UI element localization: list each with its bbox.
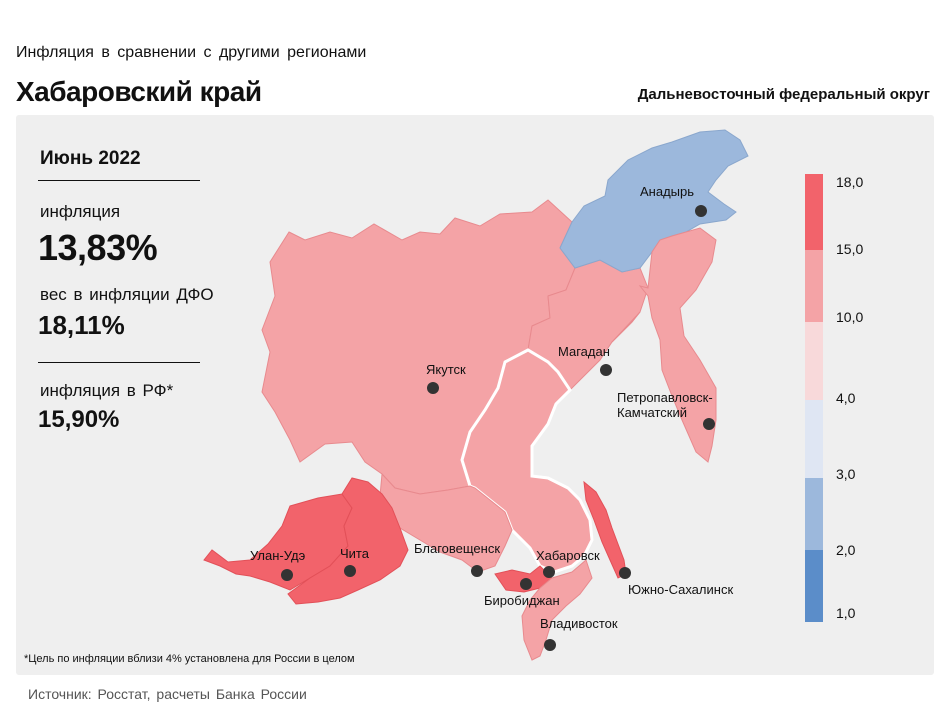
city-blagoveshchensk: Благовещенск: [414, 541, 500, 577]
city-label: Южно-Сахалинск: [628, 582, 733, 597]
period-label: Июнь 2022: [40, 148, 141, 169]
divider-top: [38, 180, 200, 181]
city-yakutsk: Якутск: [426, 362, 466, 394]
region-khabarovsk[interactable]: [460, 348, 594, 574]
divider-bottom: [38, 362, 200, 363]
legend-segment-4-10: [805, 322, 823, 400]
chart-subtitle: Инфляция в сравнении с другими регионами: [16, 44, 367, 61]
rf-inflation-label: инфляция в РФ*: [40, 381, 174, 400]
legend-segment-2-3: [805, 478, 823, 550]
source-note: Источник: Росстат, расчеты Банка России: [28, 686, 307, 702]
weight-label: вес в инфляции ДФО: [40, 285, 214, 304]
rf-inflation-value: 15,90%: [38, 406, 120, 433]
region-chukotka[interactable]: [559, 129, 749, 273]
city-label: Камчатский: [617, 405, 687, 420]
region-kamchatka[interactable]: [611, 227, 717, 463]
city-label: Петропавловск-: [617, 390, 713, 405]
city-label: Владивосток: [540, 616, 618, 631]
legend-segment-1-2: [805, 550, 823, 622]
city-label: Хабаровск: [536, 548, 600, 563]
city-ulan-ude: Улан-Удэ: [250, 548, 306, 581]
city-petropavlovsk: Петропавловск- Камчатский: [617, 390, 715, 430]
city-label: Чита: [340, 546, 370, 561]
legend-tick-3: 3,0: [836, 466, 856, 482]
footnote: *Цель по инфляции вблизи 4% установлена …: [24, 653, 355, 665]
legend-tick-15: 15,0: [836, 241, 864, 257]
city-label: Благовещенск: [414, 541, 500, 556]
city-anadyr: Анадырь: [640, 184, 707, 217]
city-yuzhno-sakhalinsk: Южно-Сахалинск: [619, 567, 733, 597]
inflation-label: инфляция: [40, 202, 121, 221]
legend-bar: [805, 174, 823, 622]
city-label: Улан-Удэ: [250, 548, 306, 563]
city-birobidzhan: Биробиджан: [484, 578, 560, 608]
city-label: Магадан: [558, 344, 610, 359]
legend-tick-18: 18,0: [836, 174, 864, 190]
page-title: Хабаровский край: [16, 76, 262, 107]
legend-tick-10: 10,0: [836, 309, 864, 325]
legend-tick-1: 1,0: [836, 605, 856, 621]
city-vladivostok: Владивосток: [540, 616, 618, 651]
region-zabaikalye[interactable]: [287, 477, 409, 605]
legend-tick-2: 2,0: [836, 542, 856, 558]
legend-segment-15-18: [805, 174, 823, 250]
legend-segment-3-4: [805, 400, 823, 478]
city-magadan: Магадан: [558, 344, 612, 376]
legend-segment-10-15: [805, 250, 823, 322]
city-label: Биробиджан: [484, 593, 560, 608]
city-label: Якутск: [426, 362, 466, 377]
district-label: Дальневосточный федеральный округ: [637, 86, 930, 103]
weight-value: 18,11%: [38, 310, 125, 340]
inflation-value: 13,83%: [38, 227, 158, 268]
city-khabarovsk: Хабаровск: [536, 548, 600, 578]
region-primorye[interactable]: [521, 559, 593, 661]
region-magadan[interactable]: [527, 259, 649, 391]
city-label: Анадырь: [640, 184, 694, 199]
legend-tick-4: 4,0: [836, 390, 856, 406]
city-chita: Чита: [340, 546, 370, 577]
